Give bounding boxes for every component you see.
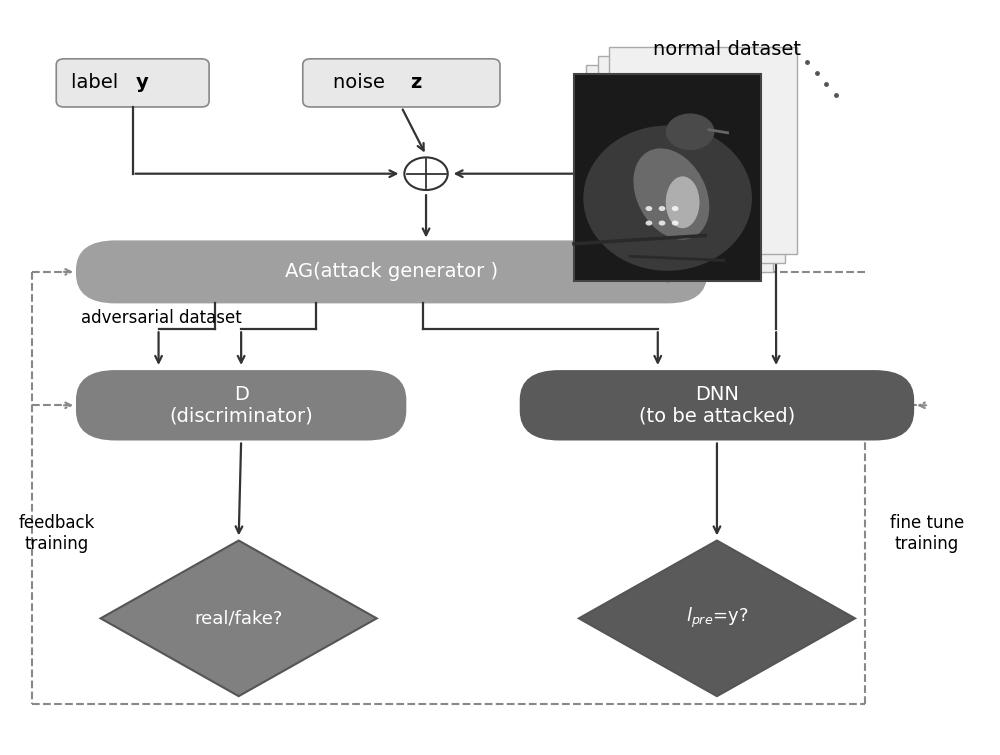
- Circle shape: [404, 157, 448, 190]
- Circle shape: [646, 206, 652, 211]
- Text: z: z: [411, 73, 422, 92]
- Text: $\mathit{l}_{pre}$=y?: $\mathit{l}_{pre}$=y?: [686, 606, 748, 630]
- Polygon shape: [579, 541, 855, 696]
- Ellipse shape: [583, 125, 752, 271]
- Text: normal dataset: normal dataset: [653, 40, 801, 60]
- Text: label: label: [71, 73, 125, 92]
- Ellipse shape: [666, 177, 699, 228]
- Ellipse shape: [633, 149, 709, 239]
- Circle shape: [646, 220, 652, 226]
- FancyBboxPatch shape: [56, 59, 209, 107]
- Text: real/fake?: real/fake?: [194, 609, 283, 627]
- FancyBboxPatch shape: [574, 74, 761, 281]
- Text: fine tune
training: fine tune training: [890, 513, 964, 553]
- Text: adversarial dataset: adversarial dataset: [81, 310, 242, 328]
- Text: D
(discriminator): D (discriminator): [169, 385, 313, 426]
- FancyBboxPatch shape: [76, 370, 406, 440]
- Text: feedback
training: feedback training: [19, 513, 95, 553]
- Text: AG(attack generator ): AG(attack generator ): [285, 263, 498, 282]
- FancyBboxPatch shape: [520, 370, 914, 440]
- FancyBboxPatch shape: [76, 240, 707, 304]
- Circle shape: [659, 206, 665, 211]
- Text: y: y: [136, 73, 149, 92]
- Text: DNN
(to be attacked): DNN (to be attacked): [639, 385, 795, 426]
- Circle shape: [672, 206, 679, 211]
- Polygon shape: [101, 541, 377, 696]
- Circle shape: [659, 220, 665, 226]
- Circle shape: [666, 113, 714, 150]
- Circle shape: [672, 220, 679, 226]
- FancyBboxPatch shape: [598, 56, 785, 263]
- FancyBboxPatch shape: [609, 47, 797, 254]
- FancyBboxPatch shape: [586, 65, 773, 273]
- FancyBboxPatch shape: [303, 59, 500, 107]
- Text: noise: noise: [333, 73, 392, 92]
